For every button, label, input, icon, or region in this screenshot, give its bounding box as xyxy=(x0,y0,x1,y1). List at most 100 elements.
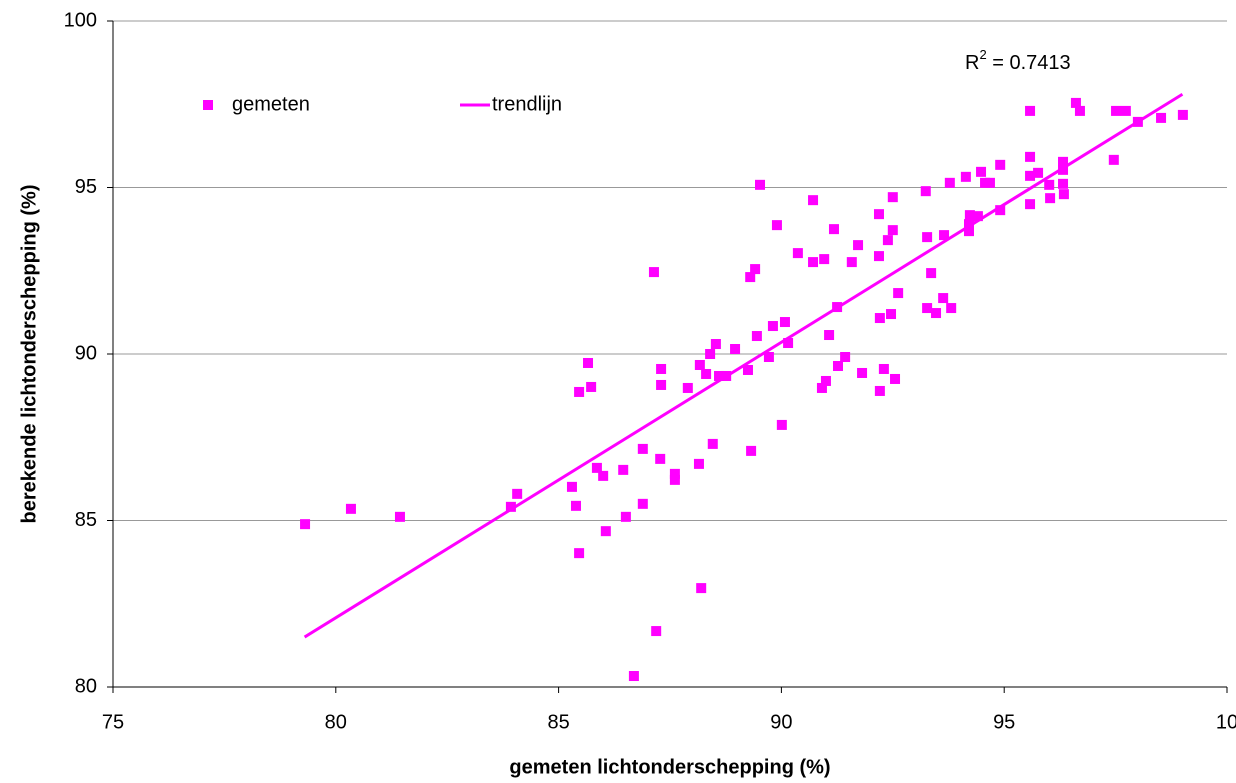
point xyxy=(763,351,774,362)
point xyxy=(566,481,577,492)
point xyxy=(1025,151,1036,162)
r-squared: R2 = 0.7413 xyxy=(965,47,1071,74)
point xyxy=(840,351,851,362)
point xyxy=(1058,156,1069,167)
x-tick-label: 85 xyxy=(547,711,569,733)
point xyxy=(776,419,787,430)
legend-marker xyxy=(203,100,213,110)
point xyxy=(755,179,766,190)
point xyxy=(995,159,1006,170)
x-tick-label: 90 xyxy=(770,711,792,733)
point xyxy=(964,210,975,221)
point xyxy=(750,264,761,275)
point xyxy=(819,254,830,265)
point xyxy=(808,195,819,206)
point xyxy=(893,288,904,299)
point xyxy=(591,462,602,473)
point xyxy=(637,498,648,509)
point xyxy=(570,500,581,511)
point xyxy=(976,166,987,177)
point xyxy=(583,357,594,368)
point xyxy=(820,375,831,386)
point xyxy=(946,303,957,314)
point xyxy=(878,363,889,374)
x-axis-label: gemeten lichtonderschepping (%) xyxy=(509,756,830,778)
point xyxy=(984,177,995,188)
point xyxy=(779,317,790,328)
point xyxy=(730,344,741,355)
point xyxy=(890,373,901,384)
point xyxy=(701,368,712,379)
point xyxy=(857,367,868,378)
point xyxy=(1025,199,1036,210)
point xyxy=(512,488,523,499)
point xyxy=(1033,167,1044,178)
point xyxy=(574,386,585,397)
point xyxy=(648,267,659,278)
point xyxy=(394,511,405,522)
point xyxy=(920,186,931,197)
point xyxy=(1120,105,1131,116)
point xyxy=(873,251,884,262)
point xyxy=(710,339,721,350)
point xyxy=(746,445,757,456)
point xyxy=(846,257,857,268)
y-tick-label: 85 xyxy=(75,509,97,531)
point xyxy=(714,370,725,381)
point xyxy=(628,671,639,682)
x-tick-label: 95 xyxy=(993,711,1015,733)
point xyxy=(922,232,933,243)
point xyxy=(1070,97,1081,108)
point xyxy=(656,379,667,390)
point xyxy=(808,257,819,268)
r-squared-value: = 0.7413 xyxy=(987,52,1071,74)
point xyxy=(742,364,753,375)
point xyxy=(960,171,971,182)
point xyxy=(505,501,516,512)
point xyxy=(620,511,631,522)
r-squared-sup: 2 xyxy=(979,47,986,62)
y-axis-label: berekende lichtonderschepping (%) xyxy=(18,185,40,524)
point xyxy=(1074,105,1085,116)
point xyxy=(926,268,937,279)
point xyxy=(574,548,585,559)
y-tick-label: 90 xyxy=(75,342,97,364)
x-tick-label: 10 xyxy=(1216,711,1236,733)
point xyxy=(669,468,680,479)
y-tick-label: 100 xyxy=(64,9,97,31)
point xyxy=(938,293,949,304)
point xyxy=(1111,105,1122,116)
point xyxy=(783,338,794,349)
legend-label: gemeten xyxy=(232,93,310,115)
legend-label: trendlijn xyxy=(492,93,562,115)
point xyxy=(751,331,762,342)
point xyxy=(939,230,950,241)
point xyxy=(1025,170,1036,181)
point xyxy=(1108,154,1119,165)
point xyxy=(963,226,974,237)
point xyxy=(887,225,898,236)
point xyxy=(669,474,680,485)
point xyxy=(874,313,885,324)
point xyxy=(707,438,718,449)
point xyxy=(696,583,707,594)
point xyxy=(600,526,611,537)
point xyxy=(944,177,955,188)
point xyxy=(345,503,356,514)
y-tick-label: 80 xyxy=(75,675,97,697)
point xyxy=(586,381,597,392)
y-tick-label: 95 xyxy=(75,176,97,198)
point xyxy=(300,519,311,530)
point xyxy=(931,308,942,319)
point xyxy=(682,382,693,393)
r-squared-base: R xyxy=(965,52,979,74)
point xyxy=(887,192,898,203)
point xyxy=(694,359,705,370)
x-tick-label: 75 xyxy=(102,711,124,733)
point xyxy=(656,363,667,374)
point xyxy=(886,309,897,320)
point xyxy=(1044,179,1055,190)
point xyxy=(832,360,843,371)
